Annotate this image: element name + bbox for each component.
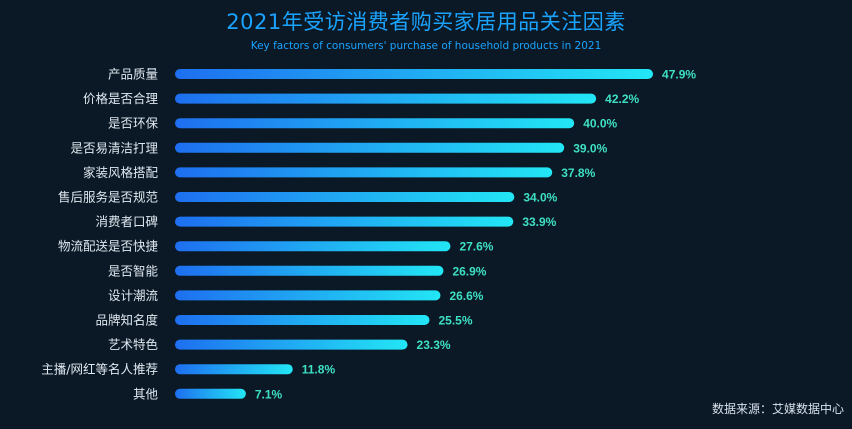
category-label: 其他: [133, 386, 159, 401]
bars-group: 产品质量 47.9% 价格是否合理 42.2% 是否环保 40.0% 是否易清洁打理 39.0…: [41, 67, 696, 402]
category-label: 主播/网红等名人推荐: [41, 362, 158, 377]
bar: [175, 339, 408, 350]
category-label: 售后服务是否规范: [58, 190, 158, 205]
bar: [175, 167, 553, 178]
value-label: 37.8%: [561, 166, 595, 180]
bar: [175, 69, 654, 79]
source-note: 数据来源：艾媒数据中心: [711, 402, 844, 416]
bar: [175, 388, 246, 399]
value-label: 7.1%: [255, 387, 283, 401]
value-label: 34.0%: [523, 191, 557, 205]
bar: [175, 265, 444, 276]
category-label: 家装风格搭配: [83, 165, 159, 180]
value-label: 33.9%: [522, 215, 556, 229]
bar: [175, 142, 565, 153]
value-label: 47.9%: [662, 68, 696, 82]
category-label: 是否智能: [108, 263, 159, 278]
bar: [175, 93, 597, 104]
bar: [175, 118, 575, 129]
category-label: 是否易清洁打理: [70, 140, 158, 155]
bar: [175, 241, 451, 252]
value-label: 23.3%: [417, 338, 451, 352]
bar: [175, 315, 430, 325]
category-label: 消费者口碑: [95, 214, 158, 229]
value-label: 42.2%: [605, 92, 639, 106]
category-label: 是否环保: [108, 116, 159, 131]
category-label: 产品质量: [108, 67, 158, 82]
category-label: 品牌知名度: [95, 313, 158, 328]
value-label: 27.6%: [459, 240, 493, 254]
category-label: 艺术特色: [108, 337, 159, 352]
value-label: 26.9%: [452, 264, 486, 278]
bar: [175, 364, 293, 375]
category-label: 设计潮流: [108, 288, 159, 303]
category-label: 价格是否合理: [83, 91, 159, 106]
bar: [175, 216, 514, 227]
chart-title: 2021年受访消费者购买家居用品关注因素: [226, 10, 626, 34]
value-label: 26.6%: [449, 289, 483, 303]
bar: [175, 290, 441, 301]
category-label: 物流配送是否快捷: [58, 239, 159, 254]
value-label: 25.5%: [438, 314, 472, 328]
value-label: 11.8%: [302, 363, 336, 377]
value-label: 40.0%: [583, 117, 617, 131]
value-label: 39.0%: [573, 141, 607, 155]
chart-subtitle: Key factors of consumers' purchase of ho…: [250, 40, 602, 52]
bar: [175, 192, 515, 202]
